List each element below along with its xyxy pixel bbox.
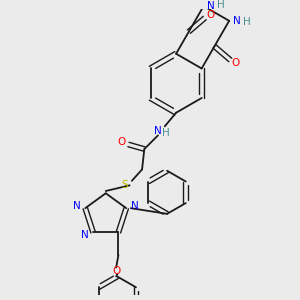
Text: H: H [243, 17, 250, 27]
Text: H: H [217, 0, 225, 10]
Text: N: N [154, 126, 162, 136]
Text: O: O [118, 137, 126, 147]
Text: O: O [206, 10, 214, 20]
Text: N: N [81, 230, 88, 239]
Text: N: N [232, 16, 240, 26]
Text: N: N [131, 201, 139, 211]
Text: O: O [112, 266, 120, 276]
Text: N: N [73, 201, 81, 211]
Text: H: H [162, 128, 170, 138]
Text: N: N [207, 1, 215, 11]
Text: S: S [122, 180, 128, 190]
Text: O: O [232, 58, 240, 68]
